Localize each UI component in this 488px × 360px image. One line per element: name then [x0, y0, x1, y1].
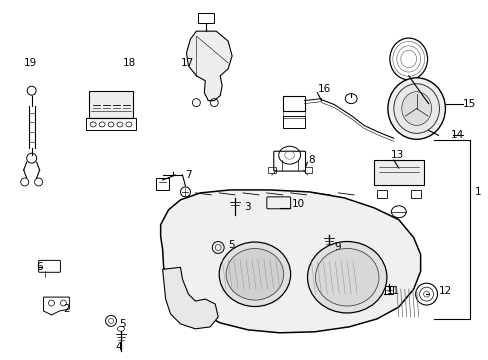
Ellipse shape — [387, 78, 445, 139]
Ellipse shape — [393, 84, 439, 133]
Text: 17: 17 — [180, 58, 193, 68]
Text: 16: 16 — [317, 84, 330, 94]
Text: 19: 19 — [24, 58, 37, 68]
Ellipse shape — [219, 242, 290, 306]
Text: 14: 14 — [449, 130, 463, 140]
Ellipse shape — [225, 248, 283, 300]
Text: 12: 12 — [438, 286, 451, 296]
Ellipse shape — [315, 248, 378, 306]
Text: 9: 9 — [334, 243, 340, 252]
Polygon shape — [163, 267, 218, 329]
Text: 4: 4 — [116, 342, 122, 352]
Polygon shape — [161, 190, 420, 333]
Text: 11: 11 — [386, 286, 399, 296]
Ellipse shape — [307, 242, 386, 313]
Text: 2: 2 — [63, 304, 70, 314]
Text: 15: 15 — [462, 99, 476, 109]
Text: 5: 5 — [119, 319, 125, 329]
Text: 3: 3 — [244, 202, 250, 212]
Text: 7: 7 — [185, 170, 191, 180]
Polygon shape — [186, 31, 232, 100]
Text: 10: 10 — [291, 199, 304, 209]
Text: 18: 18 — [122, 58, 136, 68]
Text: 8: 8 — [308, 155, 314, 165]
Text: 5: 5 — [228, 240, 234, 251]
Text: 6: 6 — [37, 262, 43, 272]
FancyBboxPatch shape — [373, 160, 423, 185]
Text: 1: 1 — [474, 187, 481, 197]
Text: 13: 13 — [390, 150, 403, 160]
FancyBboxPatch shape — [89, 91, 133, 118]
Ellipse shape — [401, 92, 431, 125]
